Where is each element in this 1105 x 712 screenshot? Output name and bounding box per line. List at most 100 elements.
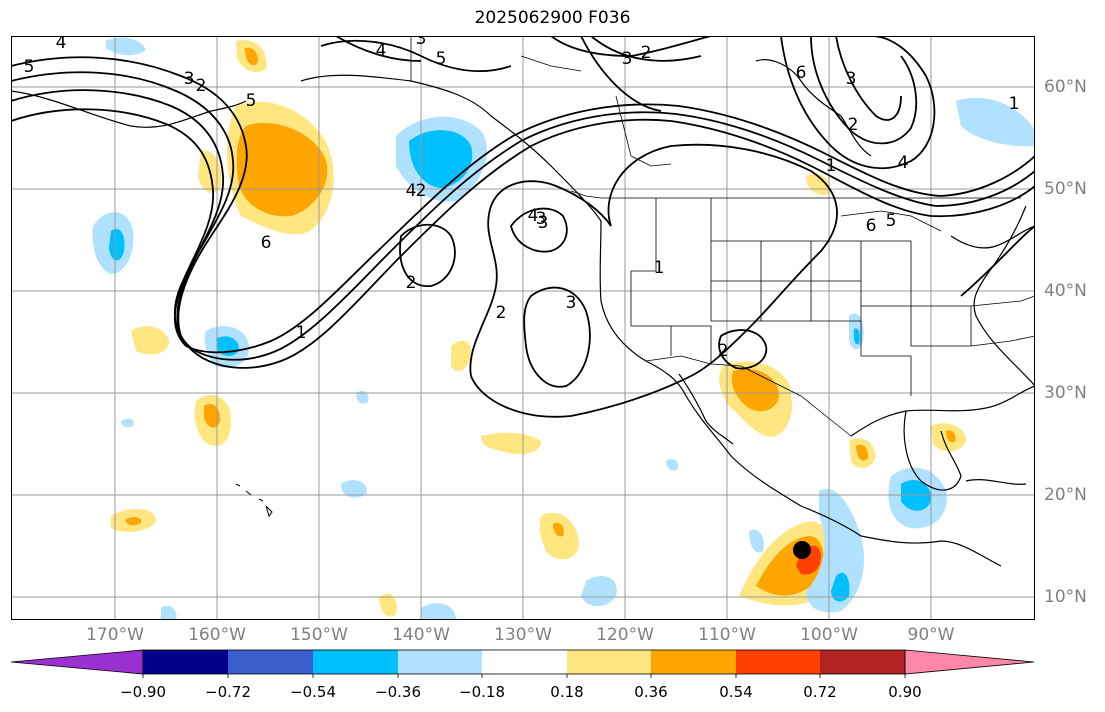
colorbar-tick-label: 0.72 xyxy=(803,683,837,701)
contour-label: 2 xyxy=(496,303,507,323)
colorbar-tick-label: −0.72 xyxy=(205,683,251,701)
shade-blue-140w xyxy=(409,130,473,188)
colorbar-tick-label: 0.18 xyxy=(550,683,584,701)
contour-label: 2 xyxy=(416,181,427,201)
contour-label: 4 xyxy=(376,41,387,61)
shade-yellow-98w xyxy=(806,173,830,196)
contour-label: 5 xyxy=(246,91,257,111)
contour-label: 3 xyxy=(536,209,547,229)
contour-label: 2 xyxy=(406,273,417,293)
contour-label: 4 xyxy=(406,181,417,201)
map-title: 2025062900 F036 xyxy=(474,8,631,28)
shade-lightblue-storm xyxy=(806,488,865,613)
contour-label: 2 xyxy=(641,43,652,63)
colorbar-tick-label: 0.36 xyxy=(634,683,668,701)
lon-label-110w: 110°W xyxy=(698,625,756,645)
lon-label-130w: 130°W xyxy=(494,625,552,645)
lon-label-150w: 150°W xyxy=(290,625,348,645)
contour-label: 2 xyxy=(196,76,207,96)
colorbar-extend-high xyxy=(904,649,1035,675)
colorbar-tick-label: 0.90 xyxy=(888,683,922,701)
contour-label: 2 xyxy=(848,115,859,135)
contour-label: 4 xyxy=(56,36,67,53)
shade-orange-small2 xyxy=(245,47,258,66)
colorbar-segment xyxy=(143,650,228,674)
colorbar-extend-low xyxy=(10,649,144,675)
shade-lightblue-dot1 xyxy=(356,390,369,404)
shade-orange-165w-15n xyxy=(125,517,142,526)
shade-orange-gulf xyxy=(856,444,869,461)
lon-label-140w: 140°W xyxy=(392,625,450,645)
hawaii-islands xyxy=(235,483,273,518)
shade-orange-alaska xyxy=(236,122,328,217)
lat-label-30n: 30°N xyxy=(1044,383,1087,403)
contour-label: 1 xyxy=(826,156,837,176)
lon-label-170w: 170°W xyxy=(86,625,144,645)
contour-label: 3 xyxy=(538,213,549,233)
shade-lightblue-storm2 xyxy=(749,529,764,553)
contour-label: 1 xyxy=(296,323,307,343)
contour-label: 5 xyxy=(24,57,35,77)
colorbar-segment xyxy=(228,650,313,674)
colorbar-tick-label: −0.90 xyxy=(120,683,166,701)
lon-label-120w: 120°W xyxy=(596,625,654,645)
lat-label-10n: 10°N xyxy=(1044,587,1087,607)
lat-label-40n: 40°N xyxy=(1044,281,1087,301)
contour-lines xyxy=(11,36,1035,418)
storm-center-marker xyxy=(793,541,811,559)
lon-label-100w: 100°W xyxy=(800,625,858,645)
contour-label: 2 xyxy=(718,341,729,361)
shade-lightblue-142w xyxy=(421,603,456,620)
contour-label: 5 xyxy=(436,49,447,69)
colorbar-segment xyxy=(736,650,820,674)
colorbar-tick-label: 0.54 xyxy=(719,683,753,701)
contour-label: 3 xyxy=(566,293,577,313)
coastlines xyxy=(11,59,1035,567)
colorbar-tick-label: −0.36 xyxy=(375,683,421,701)
shade-orange-160w xyxy=(204,403,221,428)
political-borders xyxy=(410,36,1035,437)
contour-label: 3 xyxy=(846,69,857,89)
map-panel: 5 4 3 2 4 3 3 2 6 3 2 1 5 4 1 5 6 2 4 3 … xyxy=(11,36,1035,620)
colorbar-segment xyxy=(820,650,905,674)
shade-orange-124w xyxy=(553,522,564,537)
shade-yellow-132w xyxy=(481,432,541,454)
shade-blue-170w xyxy=(109,228,125,261)
colorbar-tick-label: −0.18 xyxy=(459,683,505,701)
shade-lightblue-119w xyxy=(581,576,617,607)
contour-label: 6 xyxy=(261,233,272,253)
contour-label: 6 xyxy=(866,216,877,236)
contour-label: 4 xyxy=(898,153,909,173)
lon-label-160w: 160°W xyxy=(188,625,246,645)
colorbar-segment xyxy=(398,650,482,674)
contour-label: 6 xyxy=(796,63,807,83)
shade-lightblue-ne xyxy=(956,97,1035,147)
contour-label: 3 xyxy=(184,69,195,89)
colorbar-segment xyxy=(651,650,736,674)
shade-lightblue-nw xyxy=(106,37,146,56)
shade-lightblue-dot3 xyxy=(666,459,679,471)
shade-lightblue-dot4 xyxy=(161,605,177,620)
colorbar xyxy=(10,649,1035,678)
shade-lightblue-dot2 xyxy=(121,418,134,428)
colorbar-tick-label: −0.54 xyxy=(290,683,336,701)
shade-orange-carib xyxy=(946,430,956,443)
shade-lightblue-138w xyxy=(341,480,367,498)
lat-label-60n: 60°N xyxy=(1044,77,1087,97)
shade-blue-96w xyxy=(853,328,860,345)
contour-label: 1 xyxy=(654,258,665,278)
colorbar-segment xyxy=(567,650,651,674)
contour-label: 5 xyxy=(886,211,897,231)
contour-label: 1 xyxy=(1009,94,1020,114)
graticule xyxy=(11,36,1035,620)
lon-label-90w: 90°W xyxy=(907,625,955,645)
lat-label-50n: 50°N xyxy=(1044,179,1087,199)
contour-label: 3 xyxy=(416,36,427,49)
lat-label-20n: 20°N xyxy=(1044,485,1087,505)
contour-label-group: 5 4 3 2 4 3 3 2 6 3 2 1 5 4 1 5 6 2 4 3 … xyxy=(24,36,1020,361)
colorbar-segment xyxy=(313,650,398,674)
contour-label: 4 xyxy=(528,206,539,226)
shade-yellow-140w-35n xyxy=(451,340,472,372)
shade-yellow-165w xyxy=(131,326,169,355)
shade-blue-storm xyxy=(831,572,850,602)
